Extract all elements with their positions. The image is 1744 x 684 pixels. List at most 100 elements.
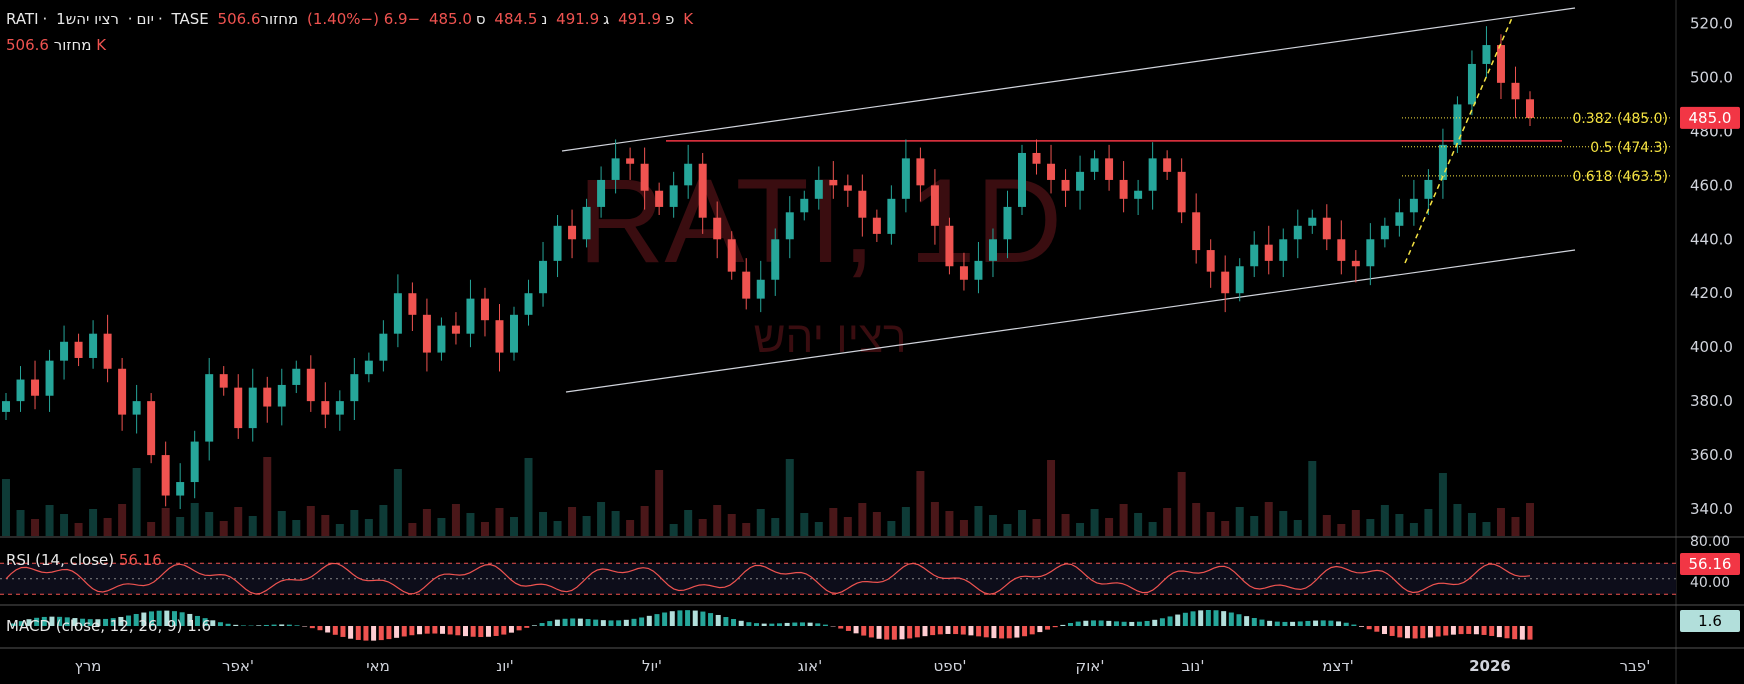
volume-bar [626, 520, 635, 536]
macd-histogram-bar [868, 626, 874, 638]
volume-bar [640, 506, 649, 536]
candle-body [669, 185, 678, 207]
macd-histogram-bar [1175, 614, 1181, 626]
macd-histogram-bar [317, 626, 323, 631]
legend-exchange: TASE [171, 10, 209, 28]
volume-bar [1047, 460, 1056, 536]
macd-histogram-bar [409, 626, 415, 636]
legend-close: 485.0 [428, 10, 472, 28]
volume-bar [1467, 513, 1476, 536]
time-axis-label: מאי [366, 657, 390, 675]
price-tick-label: 380.0 [1690, 392, 1733, 410]
macd-badge-label: 1.6 [1698, 612, 1722, 630]
macd-histogram-bar [363, 626, 369, 641]
macd-histogram-bar [1121, 621, 1127, 626]
candle-body [1424, 179, 1433, 199]
candle-body [1279, 239, 1288, 261]
macd-histogram-bar [1443, 626, 1449, 636]
macd-histogram-bar [1267, 620, 1273, 626]
volume-bar [1395, 514, 1404, 536]
macd-histogram-bar [600, 620, 606, 626]
candle-body [176, 482, 185, 496]
macd-histogram-bar [853, 626, 859, 634]
macd-histogram-bar [953, 626, 959, 635]
candle-body [843, 185, 852, 191]
volume-bar [176, 517, 185, 536]
candle-body [553, 225, 562, 261]
price-tick-label: 500.0 [1690, 68, 1733, 86]
macd-histogram-bar [485, 626, 491, 637]
volume-bar [785, 459, 794, 536]
macd-histogram-bar [1014, 626, 1020, 638]
candle-body [1061, 179, 1070, 191]
volume-bar [1337, 524, 1346, 536]
candle-body [1177, 171, 1186, 213]
candle-body [1453, 104, 1462, 145]
macd-histogram-bar [692, 610, 698, 626]
macd-histogram-bar [432, 626, 438, 634]
macd-histogram-bar [1450, 626, 1456, 635]
macd-histogram-bar [1090, 620, 1096, 626]
macd-histogram-bar [1274, 621, 1280, 626]
macd-histogram-bar [171, 611, 177, 626]
macd-histogram-bar [838, 626, 844, 629]
macd-histogram-bar [80, 618, 86, 626]
macd-histogram-bar [646, 615, 652, 626]
volume-bar [103, 518, 112, 536]
macd-histogram-bar [930, 626, 936, 636]
rsi-legend: RSI (14, close) 56.16 [6, 551, 162, 569]
candle-body [1003, 206, 1012, 240]
legend-change: −6.9 (−1.40%) [307, 10, 421, 28]
volume-bar [89, 509, 98, 536]
macd-histogram-bar [639, 617, 645, 626]
candle-body [945, 225, 954, 267]
macd-histogram-bar [1313, 620, 1319, 626]
volume-bar [916, 471, 925, 536]
candle-body [1206, 250, 1215, 272]
macd-histogram-bar [662, 612, 668, 626]
macd-histogram-bar [1320, 620, 1326, 626]
macd-histogram-bar [225, 623, 231, 626]
macd-histogram-bar [1098, 620, 1104, 626]
candle-body [974, 260, 983, 280]
macd-histogram-bar [761, 623, 767, 626]
macd-histogram-bar [1359, 626, 1365, 627]
candle-body [118, 368, 127, 415]
macd-histogram-bar [616, 620, 622, 626]
macd-histogram-bar [1113, 621, 1119, 626]
volume-bar [553, 521, 562, 536]
macd-histogram-bar [34, 617, 40, 626]
candle-body [887, 198, 896, 234]
volume-bar [713, 505, 722, 536]
macd-histogram-bar [1152, 619, 1158, 626]
macd-histogram-bar [754, 623, 760, 626]
candle-body [597, 179, 606, 207]
candle-body [1337, 239, 1346, 261]
volume-bar [190, 503, 199, 536]
rsi-label: RSI (14, close) [6, 551, 115, 569]
macd-histogram-bar [1305, 620, 1311, 626]
volume-bar [335, 524, 344, 536]
macd-histogram-bar [447, 626, 453, 635]
volume-bar [480, 522, 489, 536]
volume-bar [74, 523, 83, 536]
candle-body [959, 266, 968, 280]
volume-bar [800, 513, 809, 536]
macd-histogram-bar [884, 626, 890, 640]
volume-bar [539, 512, 548, 536]
time-axis-label: יונ' [496, 657, 514, 675]
macd-histogram-bar [263, 624, 269, 626]
macd-histogram-bar [524, 626, 530, 628]
candle-body [785, 212, 794, 240]
macd-histogram-bar [11, 623, 17, 626]
candle-body [466, 298, 475, 334]
macd-histogram-bar [1106, 620, 1112, 626]
time-axis-label: אפר' [222, 657, 254, 675]
candle-body [277, 384, 286, 407]
candle-body [1148, 158, 1157, 191]
volume-bar [379, 505, 388, 536]
time-axis-label: ספט' [934, 657, 967, 675]
candle-body [408, 293, 417, 315]
macd-histogram-bar [1374, 626, 1380, 632]
